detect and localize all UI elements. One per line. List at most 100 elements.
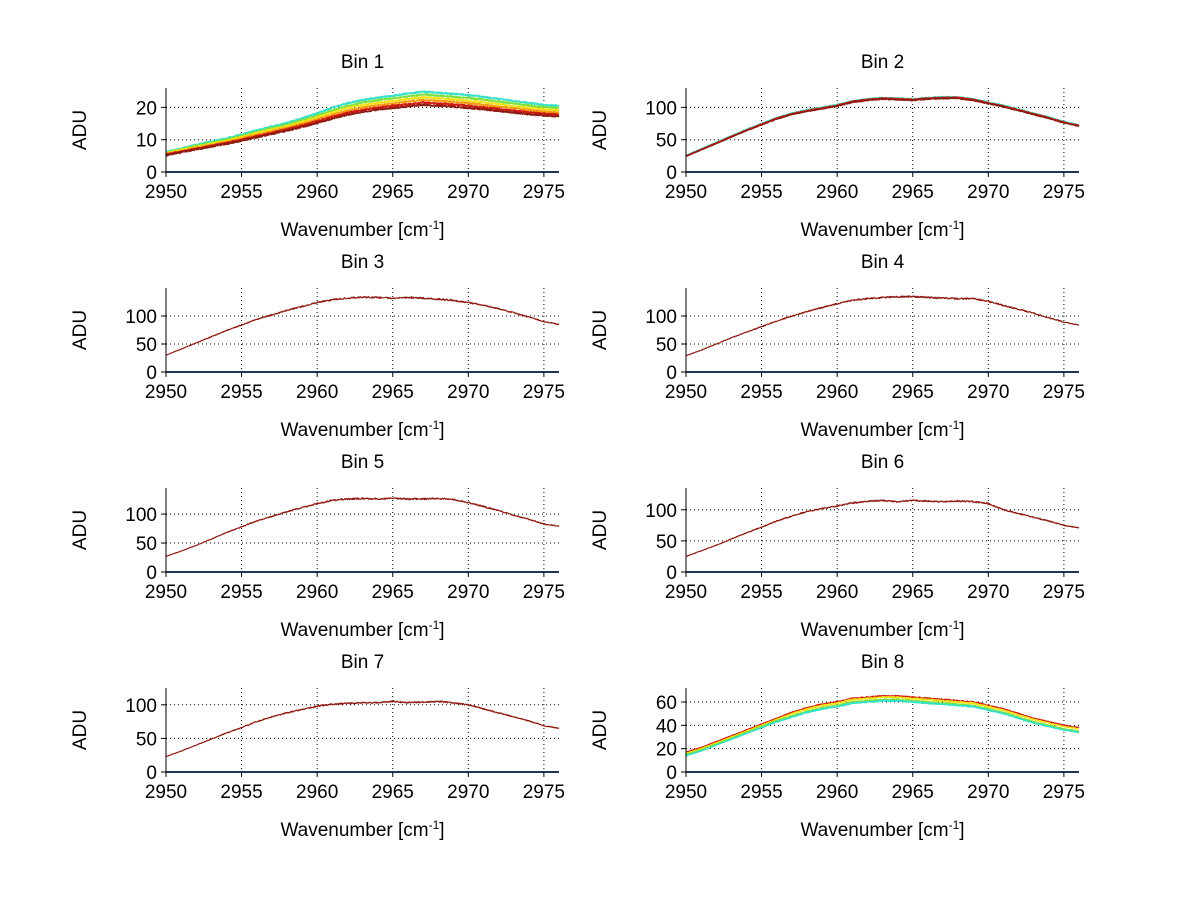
y-tick-label: 50 — [656, 131, 677, 152]
subplot-title: Bin 7 — [341, 652, 384, 673]
trace-band-red — [685, 295, 1080, 357]
y-tick-label: 0 — [666, 563, 677, 584]
trace-band-lower — [165, 103, 560, 157]
gridlines — [686, 288, 1079, 372]
x-axis-label: Wavenumber [cm-1] — [280, 418, 444, 441]
x-tick-label: 2975 — [1043, 182, 1085, 203]
y-tick-label: 50 — [136, 335, 157, 356]
x-tick-label: 2955 — [740, 582, 782, 603]
y-axis-label: ADU — [590, 310, 611, 350]
x-axis-label: Wavenumber [cm-1] — [800, 218, 964, 241]
trace-band-yellow — [685, 695, 1080, 754]
trace-band-lower — [685, 96, 1080, 157]
trace-band-upper — [685, 96, 1080, 156]
x-tick-label: 2955 — [220, 782, 262, 803]
y-tick-label: 0 — [146, 763, 157, 784]
x-tick-label: 2975 — [1043, 582, 1085, 603]
y-tick-label: 0 — [666, 363, 677, 384]
tick-labels: 2950 2955 2960 2965 2970 2975 0 50 100 — [645, 501, 1085, 603]
trace-band-lower — [685, 97, 1080, 157]
trace-band-upper — [685, 694, 1080, 753]
x-tick-label: 2955 — [740, 382, 782, 403]
axis-lines — [165, 488, 559, 573]
tick-labels: 2950 2955 2960 2965 2970 2975 0 50 100 — [125, 696, 565, 803]
axis-lines — [165, 88, 559, 173]
subplot-bin-4: Bin 4 2950 2955 2960 2965 2970 2975 0 50 100 ADU Wa… — [576, 244, 1096, 444]
y-axis-label: ADU — [70, 110, 91, 150]
trace-band-upper — [685, 95, 1080, 156]
axis-lines — [685, 288, 1079, 373]
trace-band-orange — [165, 98, 560, 155]
tick-labels: 2950 2955 2960 2965 2970 2975 0 50 100 — [125, 307, 565, 403]
x-tick-label: 2975 — [523, 782, 565, 803]
data-traces — [165, 699, 560, 758]
trace-band-green — [685, 698, 1080, 755]
subplot-bin-6: Bin 6 2950 2955 2960 2965 2970 2975 0 50 100 ADU Wa… — [576, 444, 1096, 644]
data-traces — [165, 496, 560, 557]
trace-band-lower — [685, 699, 1080, 757]
tick-labels: 2950 2955 2960 2965 2970 2975 0 50 100 — [125, 505, 565, 603]
y-tick-label: 0 — [666, 763, 677, 784]
trace-band-red — [685, 499, 1080, 557]
data-traces — [685, 498, 1080, 557]
axis-lines — [685, 88, 1079, 173]
y-tick-label: 40 — [656, 716, 677, 737]
subplot-bin-1: Bin 1 2950 2955 2960 2965 2970 2975 0 10 20 ADU Wav… — [56, 44, 576, 244]
x-tick-label: 2955 — [740, 782, 782, 803]
trace-band-upper — [685, 694, 1080, 753]
trace-band-red — [165, 496, 560, 557]
gridlines — [166, 488, 559, 572]
x-axis-label: Wavenumber [cm-1] — [800, 418, 964, 441]
x-tick-label: 2950 — [665, 782, 707, 803]
subplot-title: Bin 5 — [341, 452, 384, 473]
trace-band-upper — [685, 694, 1080, 753]
y-tick-label: 60 — [656, 693, 677, 714]
y-tick-label: 100 — [645, 307, 677, 328]
x-tick-label: 2960 — [296, 782, 338, 803]
tick-labels: 2950 2955 2960 2965 2970 2975 0 50 100 — [645, 307, 1085, 403]
x-tick-label: 2950 — [665, 382, 707, 403]
x-tick-label: 2960 — [816, 382, 858, 403]
x-tick-label: 2965 — [892, 782, 934, 803]
x-tick-label: 2970 — [967, 782, 1009, 803]
y-tick-label: 50 — [656, 335, 677, 356]
x-tick-label: 2975 — [523, 382, 565, 403]
data-traces — [165, 90, 560, 157]
x-tick-label: 2955 — [220, 182, 262, 203]
y-tick-label: 50 — [656, 532, 677, 553]
subplot-bin-5: Bin 5 2950 2955 2960 2965 2970 2975 0 50 100 ADU Wa… — [56, 444, 576, 644]
trace-band-red — [165, 700, 560, 758]
x-tick-label: 2950 — [145, 382, 187, 403]
subplot-bin-3: Bin 3 2950 2955 2960 2965 2970 2975 0 50 100 ADU Wa… — [56, 244, 576, 444]
y-axis-label: ADU — [590, 110, 611, 150]
trace-band-red — [165, 699, 560, 758]
x-tick-label: 2965 — [892, 382, 934, 403]
y-tick-label: 0 — [666, 163, 677, 184]
x-tick-label: 2960 — [296, 182, 338, 203]
x-tick-label: 2950 — [145, 182, 187, 203]
axis-lines — [685, 488, 1079, 573]
x-tick-label: 2960 — [816, 182, 858, 203]
subplot-bin-2: Bin 2 2950 2955 2960 2965 2970 2975 0 50 100 ADU Wa… — [576, 44, 1096, 244]
x-tick-label: 2970 — [967, 182, 1009, 203]
x-tick-label: 2950 — [665, 582, 707, 603]
y-tick-label: 100 — [645, 98, 677, 119]
subplot-title: Bin 2 — [861, 52, 904, 73]
gridlines — [166, 688, 559, 772]
y-tick-label: 20 — [136, 98, 157, 119]
x-tick-label: 2970 — [967, 582, 1009, 603]
x-tick-label: 2960 — [296, 582, 338, 603]
x-tick-label: 2975 — [523, 182, 565, 203]
x-tick-label: 2965 — [892, 582, 934, 603]
y-tick-label: 100 — [125, 307, 157, 328]
gridlines — [686, 88, 1079, 172]
x-tick-label: 2970 — [447, 582, 489, 603]
trace-band-green — [685, 698, 1080, 756]
x-tick-label: 2970 — [447, 782, 489, 803]
x-axis-label: Wavenumber [cm-1] — [280, 818, 444, 841]
tick-labels: 2950 2955 2960 2965 2970 2975 0 10 20 — [136, 98, 565, 203]
subplot-title: Bin 6 — [861, 452, 904, 473]
y-tick-label: 50 — [136, 729, 157, 750]
